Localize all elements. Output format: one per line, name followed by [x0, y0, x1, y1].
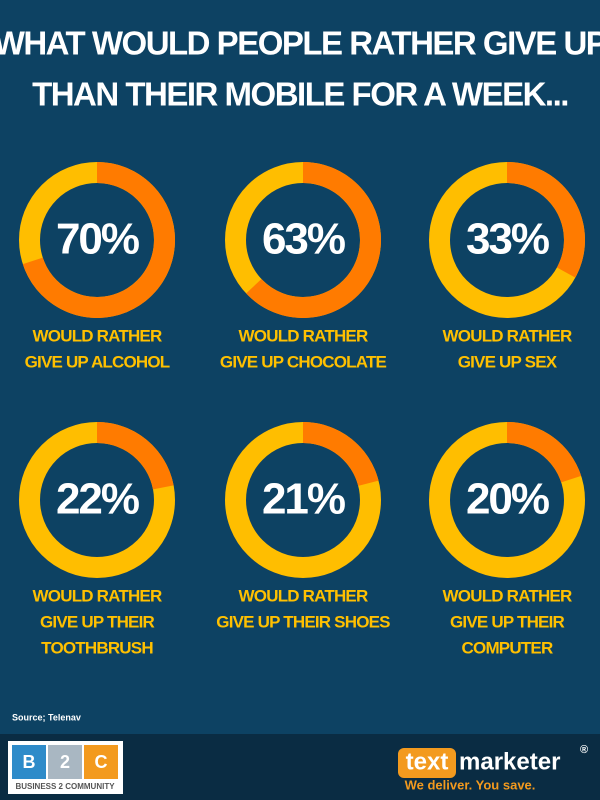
- caption-line: WOULD RATHER: [443, 586, 572, 605]
- caption-line: GIVE UP SEX: [458, 352, 558, 371]
- caption-line: WOULD RATHER: [239, 326, 368, 345]
- value-label: 70%: [56, 215, 139, 264]
- logo-letter: C: [95, 752, 108, 772]
- title-line: WHAT WOULD PEOPLE RATHER GIVE UP: [0, 25, 600, 62]
- source: Source; Telenav: [12, 712, 81, 722]
- value-label: 22%: [56, 475, 139, 524]
- title-line: THAN THEIR MOBILE FOR A WEEK...: [32, 76, 568, 113]
- caption-line: WOULD RATHER: [443, 326, 572, 345]
- donut-segment: [97, 422, 174, 490]
- value-label: 20%: [466, 475, 549, 524]
- caption-line: WOULD RATHER: [33, 586, 162, 605]
- logo-box: [12, 745, 46, 779]
- logo-reg: ®: [580, 744, 588, 756]
- logo-text: marketer: [459, 748, 560, 775]
- logo-name: BUSINESS 2 COMMUNITY: [15, 782, 115, 791]
- logo-letter: 2: [60, 752, 70, 772]
- logo-box: [84, 745, 118, 779]
- donut-segment: [303, 422, 379, 486]
- value-label: 63%: [262, 215, 345, 264]
- value-label: 33%: [466, 215, 549, 264]
- donut-segment: [507, 422, 582, 483]
- logo-box: [48, 745, 82, 779]
- logo-bg: [398, 748, 456, 778]
- logo-text: text: [406, 748, 449, 775]
- caption-line: GIVE UP ALCOHOL: [25, 352, 170, 371]
- caption-line: WOULD RATHER: [239, 586, 368, 605]
- caption-line: COMPUTER: [462, 638, 553, 657]
- logo-tagline: We deliver. You save.: [405, 777, 536, 792]
- donut-segment: [507, 162, 585, 278]
- caption-line: WOULD RATHER: [33, 326, 162, 345]
- value-label: 21%: [262, 475, 345, 524]
- donut-segment: [246, 162, 382, 318]
- caption-line: GIVE UP THEIR: [450, 612, 565, 631]
- logo-letter: B: [23, 752, 36, 772]
- caption-line: GIVE UP THEIR SHOES: [216, 612, 390, 631]
- caption-line: GIVE UP THEIR: [40, 612, 155, 631]
- b2c-logo: B 2 C BUSINESS 2 COMMUNITY: [8, 741, 123, 794]
- textmarketer-logo: text marketer ® We deliver. You save.: [398, 744, 588, 792]
- caption-line: GIVE UP CHOCOLATE: [220, 352, 387, 371]
- caption-line: TOOTHBRUSH: [41, 638, 153, 657]
